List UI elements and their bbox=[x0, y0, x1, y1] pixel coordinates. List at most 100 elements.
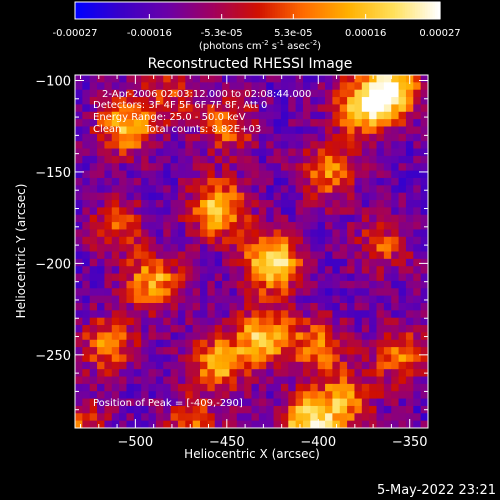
heatmap-cell bbox=[119, 391, 127, 400]
heatmap-cell bbox=[339, 420, 348, 429]
colorbar-cell bbox=[227, 2, 231, 19]
heatmap-cell bbox=[361, 119, 370, 127]
colorbar-cell bbox=[190, 2, 194, 19]
heatmap-cell bbox=[398, 398, 407, 407]
colorbar-cell bbox=[175, 2, 179, 19]
heatmap-cell bbox=[207, 354, 216, 363]
heatmap-cell bbox=[177, 170, 186, 179]
heatmap-cell bbox=[89, 332, 98, 341]
colorbar-cell bbox=[290, 2, 294, 19]
heatmap-cell bbox=[332, 288, 341, 297]
heatmap-cell bbox=[413, 280, 422, 289]
heatmap-cell bbox=[383, 119, 392, 127]
heatmap-cell bbox=[111, 295, 120, 304]
heatmap-cell bbox=[369, 214, 378, 223]
heatmap-cell bbox=[163, 214, 172, 223]
heatmap-cell bbox=[302, 89, 311, 98]
heatmap-cell bbox=[185, 280, 194, 289]
heatmap-cell bbox=[119, 280, 127, 289]
heatmap-cell bbox=[214, 207, 223, 216]
heatmap-cell bbox=[244, 391, 252, 400]
heatmap-cell bbox=[398, 405, 407, 414]
heatmap-cell bbox=[317, 258, 326, 267]
heatmap-cell bbox=[251, 97, 260, 105]
heatmap-cell bbox=[229, 354, 238, 363]
heatmap-cell bbox=[383, 75, 392, 83]
heatmap-cell bbox=[185, 369, 194, 378]
heatmap-cell bbox=[288, 192, 297, 201]
heatmap-cell bbox=[163, 141, 172, 150]
heatmap-cell bbox=[185, 177, 194, 186]
heatmap-cell bbox=[163, 133, 172, 142]
colorbar-cell bbox=[435, 2, 439, 19]
heatmap-cell bbox=[310, 207, 319, 216]
heatmap-cell bbox=[133, 222, 142, 230]
heatmap-cell bbox=[325, 214, 333, 223]
heatmap-cell bbox=[111, 280, 120, 289]
heatmap-cell bbox=[273, 310, 282, 319]
heatmap-cell bbox=[405, 405, 414, 414]
heatmap-cell bbox=[266, 192, 275, 201]
heatmap-cell bbox=[177, 155, 186, 164]
heatmap-cell bbox=[273, 258, 282, 267]
heatmap-cell bbox=[302, 361, 311, 370]
heatmap-cell bbox=[354, 192, 363, 201]
heatmap-cell bbox=[317, 222, 326, 230]
heatmap-cell bbox=[75, 104, 83, 113]
colorbar-cell bbox=[130, 2, 134, 19]
heatmap-cell bbox=[376, 354, 385, 363]
heatmap-cell bbox=[361, 302, 370, 311]
heatmap-cell bbox=[236, 413, 245, 422]
heatmap-cell bbox=[302, 317, 311, 326]
heatmap-cell bbox=[207, 222, 216, 230]
colorbar-cell bbox=[80, 2, 84, 19]
colorbar-cell bbox=[360, 2, 364, 19]
heatmap-cell bbox=[251, 288, 260, 297]
heatmap-cell bbox=[295, 317, 304, 326]
heatmap-cell bbox=[332, 251, 341, 260]
heatmap-cell bbox=[361, 361, 370, 370]
heatmap-cell bbox=[369, 258, 378, 267]
heatmap-cell bbox=[280, 339, 289, 348]
heatmap-cell bbox=[302, 251, 311, 260]
heatmap-cell bbox=[405, 148, 414, 157]
heatmap-cell bbox=[332, 133, 341, 142]
heatmap-cell bbox=[398, 163, 407, 172]
heatmap-cell bbox=[361, 192, 370, 201]
heatmap-cell bbox=[133, 391, 142, 400]
heatmap-cell bbox=[244, 163, 252, 172]
heatmap-cell bbox=[339, 369, 348, 378]
heatmap-cell bbox=[295, 207, 304, 216]
heatmap-cell bbox=[310, 420, 319, 429]
heatmap-cell bbox=[214, 413, 223, 422]
colorbar-cell bbox=[150, 2, 154, 19]
heatmap-cell bbox=[332, 82, 341, 91]
heatmap-cell bbox=[295, 361, 304, 370]
heatmap-cell bbox=[347, 170, 355, 179]
heatmap-cell bbox=[251, 82, 260, 91]
heatmap-cell bbox=[207, 369, 216, 378]
heatmap-cell bbox=[244, 89, 252, 98]
heatmap-cell bbox=[280, 347, 289, 355]
heatmap-cell bbox=[75, 347, 83, 355]
heatmap-cell bbox=[258, 354, 267, 363]
heatmap-cell bbox=[185, 391, 194, 400]
heatmap-cell bbox=[75, 214, 83, 223]
heatmap-cell bbox=[89, 133, 98, 142]
heatmap-cell bbox=[192, 97, 201, 105]
colorbar-cell bbox=[417, 2, 421, 19]
heatmap-cell bbox=[163, 119, 172, 127]
heatmap-cell bbox=[369, 361, 378, 370]
heatmap-cell bbox=[229, 288, 238, 297]
heatmap-cell bbox=[155, 214, 164, 223]
heatmap-cell bbox=[376, 236, 385, 245]
heatmap-cell bbox=[280, 75, 289, 83]
heatmap-cell bbox=[141, 251, 150, 260]
heatmap-cell bbox=[376, 170, 385, 179]
heatmap-cell bbox=[376, 185, 385, 194]
heatmap-cell bbox=[75, 244, 83, 252]
heatmap-cell bbox=[82, 185, 91, 194]
heatmap-cell bbox=[133, 236, 142, 245]
heatmap-cell bbox=[177, 251, 186, 260]
heatmap-cell bbox=[97, 391, 105, 400]
